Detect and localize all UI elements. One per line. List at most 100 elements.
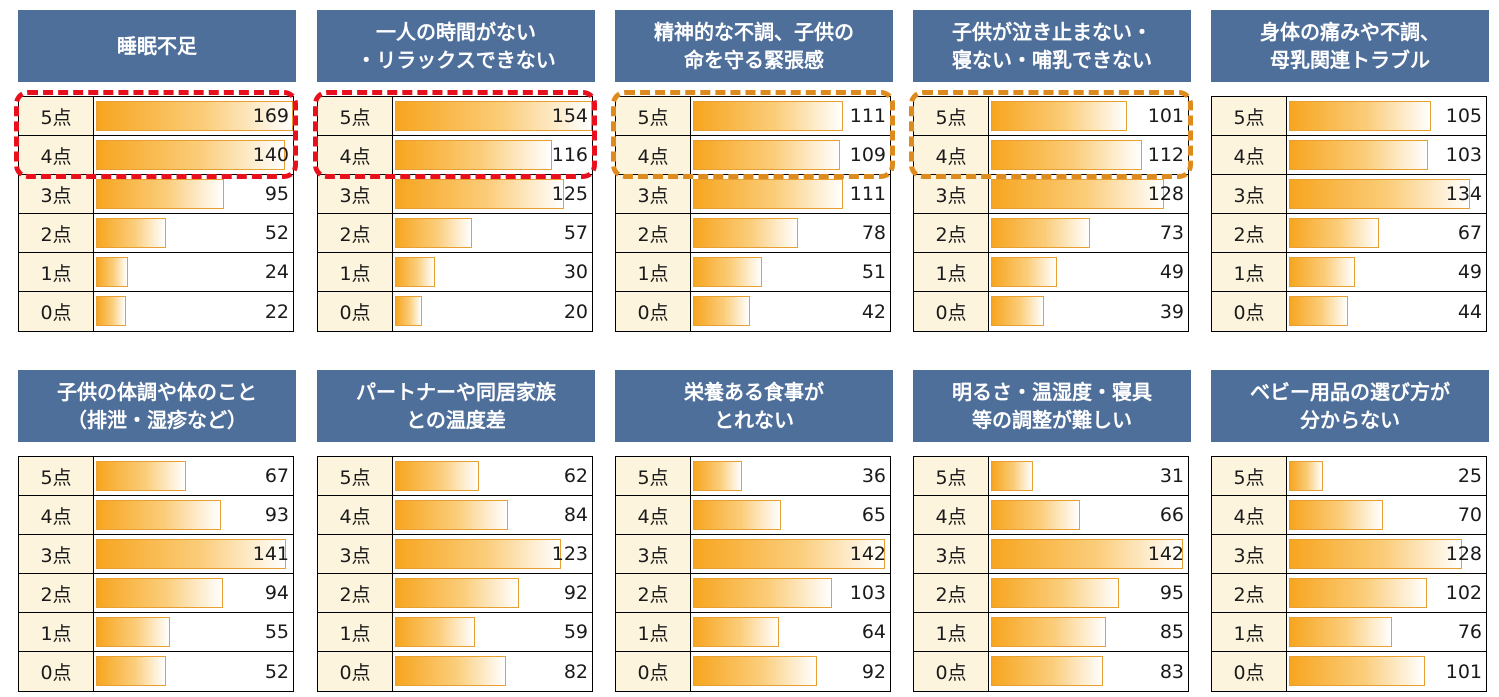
bar — [96, 179, 224, 209]
bar — [395, 617, 475, 647]
bar — [1289, 461, 1323, 491]
data-label: 42 — [861, 300, 886, 323]
tick-label: 1点 — [19, 253, 94, 291]
bar — [395, 578, 519, 608]
tick-label: 0点 — [914, 652, 989, 691]
data-label: 44 — [1457, 300, 1482, 323]
bar-row: 0点 20 — [318, 292, 592, 331]
tick-label: 5点 — [616, 97, 691, 135]
bar — [395, 461, 479, 491]
data-label: 55 — [264, 621, 289, 643]
bar-row: 3点 141 — [19, 535, 293, 574]
tick-label: 4点 — [318, 496, 393, 534]
bar-row: 2点 95 — [914, 574, 1188, 613]
bar-row: 3点 95 — [19, 175, 293, 214]
data-label: 105 — [1445, 105, 1482, 127]
bar — [96, 500, 221, 530]
data-label: 64 — [861, 621, 886, 643]
bar-row: 1点 49 — [1212, 253, 1486, 292]
chart-title: 睡眠不足 — [18, 10, 296, 82]
tick-label: 4点 — [19, 496, 94, 534]
data-label: 85 — [1159, 621, 1184, 643]
data-label: 141 — [252, 543, 289, 565]
bar — [96, 617, 170, 647]
bar — [395, 539, 561, 569]
bar-row: 1点 85 — [914, 613, 1188, 652]
data-label: 24 — [264, 261, 289, 283]
data-label: 142 — [1147, 543, 1184, 565]
bar-row: 5点 62 — [318, 457, 592, 496]
bar — [991, 257, 1057, 287]
tick-label: 5点 — [914, 457, 989, 495]
bar-row: 3点 142 — [616, 535, 890, 574]
bar — [395, 296, 422, 326]
tick-label: 2点 — [1212, 574, 1287, 612]
tick-label: 4点 — [19, 136, 94, 174]
bar — [693, 617, 779, 647]
data-label: 103 — [1445, 144, 1482, 166]
data-label: 169 — [252, 105, 289, 127]
bar-row: 2点 52 — [19, 214, 293, 253]
bar-row: 2点 67 — [1212, 214, 1486, 253]
tick-label: 0点 — [318, 652, 393, 691]
bar — [395, 656, 506, 686]
tick-label: 2点 — [914, 214, 989, 252]
tick-label: 3点 — [1212, 175, 1287, 213]
bar — [395, 101, 592, 131]
data-label: 140 — [252, 144, 289, 166]
data-label: 49 — [1457, 261, 1482, 283]
bar-row: 0点 44 — [1212, 292, 1486, 331]
tick-label: 5点 — [318, 97, 393, 135]
bar-row: 5点 111 — [616, 97, 890, 136]
chart-title: 身体の痛みや不調、 母乳関連トラブル — [1211, 10, 1489, 82]
data-label: 20 — [563, 300, 588, 323]
tick-label: 1点 — [1212, 613, 1287, 651]
bar-row: 5点 36 — [616, 457, 890, 496]
tick-label: 3点 — [318, 535, 393, 573]
tick-label: 3点 — [19, 535, 94, 573]
tick-label: 5点 — [1212, 457, 1287, 495]
tick-label: 0点 — [616, 292, 691, 331]
tick-label: 3点 — [914, 535, 989, 573]
bar — [96, 257, 128, 287]
data-label: 51 — [861, 261, 886, 283]
bar — [693, 578, 832, 608]
bar — [395, 179, 564, 209]
bar — [395, 218, 472, 248]
bar-table: 5点 25 4点 70 3点 128 2点 102 1点 76 0点 101 — [1211, 456, 1487, 692]
bar — [1289, 296, 1348, 326]
bar — [96, 656, 166, 686]
tick-label: 2点 — [1212, 214, 1287, 252]
bar-row: 4点 103 — [1212, 136, 1486, 175]
bar — [991, 578, 1119, 608]
bar — [991, 539, 1183, 569]
bar — [96, 461, 186, 491]
bar-row: 5点 154 — [318, 97, 592, 136]
bar — [1289, 257, 1355, 287]
bar — [96, 140, 285, 170]
bar-row: 4点 70 — [1212, 496, 1486, 535]
data-label: 67 — [264, 465, 289, 487]
bar — [991, 500, 1080, 530]
bar-table: 5点 31 4点 66 3点 142 2点 95 1点 85 0点 83 — [913, 456, 1189, 692]
bar-row: 1点 51 — [616, 253, 890, 292]
data-label: 83 — [1159, 660, 1184, 683]
data-label: 22 — [264, 300, 289, 323]
bar-table: 5点 154 4点 116 3点 125 2点 57 1点 30 0点 20 — [317, 96, 593, 332]
bar — [96, 101, 293, 131]
bar — [693, 101, 843, 131]
bar-row: 1点 55 — [19, 613, 293, 652]
bar-table: 5点 101 4点 112 3点 128 2点 73 1点 49 0点 39 — [913, 96, 1189, 332]
data-label: 30 — [563, 261, 588, 283]
tick-label: 2点 — [318, 574, 393, 612]
tick-label: 5点 — [914, 97, 989, 135]
bar-row: 0点 42 — [616, 292, 890, 331]
bar-row: 3点 128 — [1212, 535, 1486, 574]
bar-row: 0点 92 — [616, 652, 890, 691]
chart-title: 一人の時間がない ・リラックスできない — [317, 10, 595, 82]
bar — [1289, 617, 1392, 647]
bar — [96, 578, 223, 608]
bar-row: 0点 83 — [914, 652, 1188, 691]
bar-row: 1点 64 — [616, 613, 890, 652]
